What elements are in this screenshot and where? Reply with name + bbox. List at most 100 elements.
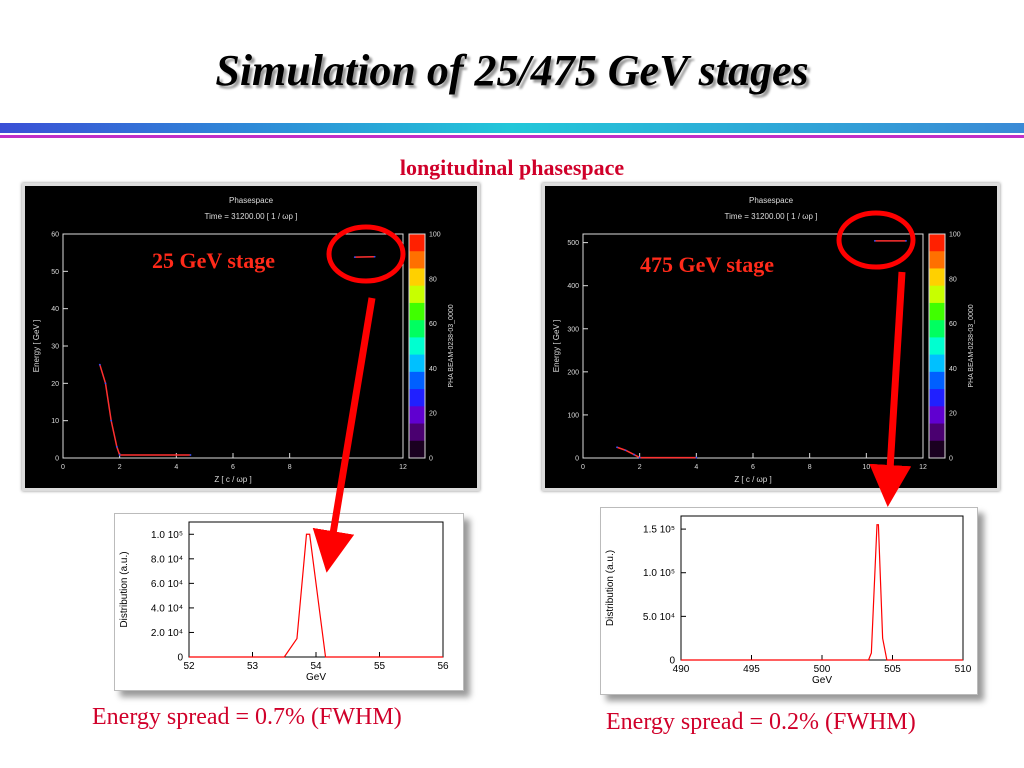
phasespace-title: Phasespace <box>749 196 794 205</box>
colorbar-segment <box>409 406 425 425</box>
stage-label-25gev: 25 GeV stage <box>152 248 276 273</box>
x-axis-label: Z [ c / ωp ] <box>214 475 251 484</box>
phasespace-title: Phasespace <box>229 196 274 205</box>
distribution-plot-right: 490 495 500 505 510 0 5.0 10⁴ 1.0 10⁵ 1.5 10⁵ GeV… <box>600 507 978 695</box>
x-tick-label: 2 <box>118 464 122 471</box>
y-tick-label: 20 <box>51 381 59 388</box>
beam-point <box>873 239 876 242</box>
colorbar-tick-label: 100 <box>429 232 441 239</box>
beam-point <box>638 456 641 459</box>
x-tick-label: 55 <box>374 661 386 672</box>
y-tick-label: 400 <box>567 283 579 290</box>
x-tick-label: 12 <box>919 464 927 471</box>
phasespace-time-label: Time = 31200.00 [ 1 / ωp ] <box>205 212 298 221</box>
distribution-svg-left: 52 53 54 55 56 0 2.0 10⁴ 4.0 10⁴ 6.0 10⁴ 8.0 10⁴ 1… <box>119 521 449 683</box>
colorbar-segment <box>929 320 945 338</box>
y-tick-label: 10 <box>51 418 59 425</box>
beam-point <box>695 456 698 459</box>
colorbar-segment <box>929 389 945 407</box>
colorbar-segment <box>409 371 425 390</box>
x-tick-label: 510 <box>955 664 972 675</box>
colorbar-segment <box>409 354 425 373</box>
beam-point <box>616 446 618 449</box>
plot-frame <box>188 521 444 658</box>
colorbar-frame <box>928 233 946 459</box>
x-tick-label: 6 <box>231 464 235 471</box>
colorbar-frame <box>408 233 426 459</box>
colorbar-segment <box>409 423 425 442</box>
x-tick-label: 6 <box>751 464 755 471</box>
y-tick-label: 300 <box>567 326 579 333</box>
colorbar-segment <box>929 423 945 442</box>
colorbar-tick-label: 40 <box>949 366 957 373</box>
colorbar-segment <box>929 406 945 425</box>
distribution-plot-left: 52 53 54 55 56 0 2.0 10⁴ 4.0 10⁴ 6.0 10⁴ 8.0 10⁴ 1… <box>114 513 464 691</box>
y-tick-label: 200 <box>567 369 579 376</box>
beam-point <box>633 453 635 456</box>
phasespace-time-label: Time = 31200.00 [ 1 / ωp ] <box>725 212 818 221</box>
y-tick-label: 0 <box>669 656 675 667</box>
beam-point <box>905 239 907 242</box>
beam-series-0 <box>99 364 191 456</box>
y-tick-label: 50 <box>51 269 59 276</box>
y-tick-label: 0 <box>55 456 59 463</box>
y-tick-label: 1.0 10⁵ <box>151 530 183 541</box>
y-tick-label: 0 <box>177 653 183 664</box>
colorbar-segment <box>409 320 425 338</box>
x-tick-label: 490 <box>673 664 690 675</box>
distribution-svg-right: 490 495 500 505 510 0 5.0 10⁴ 1.0 10⁵ 1.5 10⁵ GeV… <box>605 515 972 686</box>
energy-spread-caption-right: Energy spread = 0.2% (FWHM) <box>606 709 916 735</box>
distribution-line <box>681 524 963 661</box>
section-subtitle: longitudinal phasespace <box>399 155 625 180</box>
phasespace-svg-left: Phasespace Time = 31200.00 [ 1 / ωp ] 0 2 4 6… <box>32 196 455 484</box>
y-tick-label: 0 <box>575 456 579 463</box>
y-tick-label: 5.0 10⁴ <box>643 612 675 623</box>
colorbar-segment <box>409 337 425 356</box>
colorbar-segment <box>409 234 425 252</box>
x-tick-label: 4 <box>174 464 178 471</box>
colorbar-tick-label: 80 <box>429 276 437 283</box>
colorbar-segment <box>929 337 945 356</box>
colorbar-label: PHA BEAM-0238-03_0000 <box>968 304 975 387</box>
x-tick-label: 56 <box>437 661 449 672</box>
y-tick-label: 500 <box>567 240 579 247</box>
x-tick-label: 52 <box>183 661 195 672</box>
plot-frame <box>680 515 964 661</box>
colorbar-segment <box>929 234 945 252</box>
x-tick-label: 500 <box>814 664 831 675</box>
beam-point <box>353 256 356 259</box>
y-axis-label: Energy [ GeV ] <box>32 320 41 372</box>
beam-series-0 <box>616 446 697 459</box>
beam-point <box>189 454 192 456</box>
colorbar-tick-label: 100 <box>949 232 961 239</box>
colorbar-tick-label: 40 <box>429 366 437 373</box>
colorbar-segment <box>929 268 945 287</box>
y-axis-label: Distribution (a.u.) <box>119 551 130 627</box>
beam-point <box>624 449 627 452</box>
x-tick-label: 0 <box>61 464 65 471</box>
slide-title: Simulation of 25/475 GeV stages <box>215 46 809 95</box>
phasespace-svg-right: Phasespace Time = 31200.00 [ 1 / ωp ] 0 2 4 6… <box>552 196 975 484</box>
energy-spread-caption-left: Energy spread = 0.7% (FWHM) <box>92 704 402 730</box>
x-tick-label: 53 <box>247 661 259 672</box>
beam-point <box>104 382 107 385</box>
x-tick-label: 54 <box>310 661 322 672</box>
colorbar-segment <box>929 285 945 304</box>
colorbar-tick-label: 20 <box>429 411 437 418</box>
colorbar-segment <box>929 371 945 390</box>
beam-point <box>373 255 376 258</box>
colorbar-segment <box>409 268 425 287</box>
colorbar-tick-label: 20 <box>949 411 957 418</box>
y-tick-label: 40 <box>51 306 59 313</box>
x-tick-label: 10 <box>862 464 870 471</box>
beam-point <box>118 454 121 456</box>
colorbar-tick-label: 60 <box>429 321 437 328</box>
colorbar-tick-label: 0 <box>949 456 953 463</box>
x-axis-label: Z [ c / ωp ] <box>734 475 771 484</box>
y-axis-label: Distribution (a.u.) <box>605 550 616 626</box>
x-tick-label: 8 <box>808 464 812 471</box>
colorbar-segment <box>409 251 425 269</box>
colorbar-segment <box>409 440 425 459</box>
x-tick-label: 2 <box>638 464 642 471</box>
y-tick-label: 6.0 10⁴ <box>151 579 183 590</box>
